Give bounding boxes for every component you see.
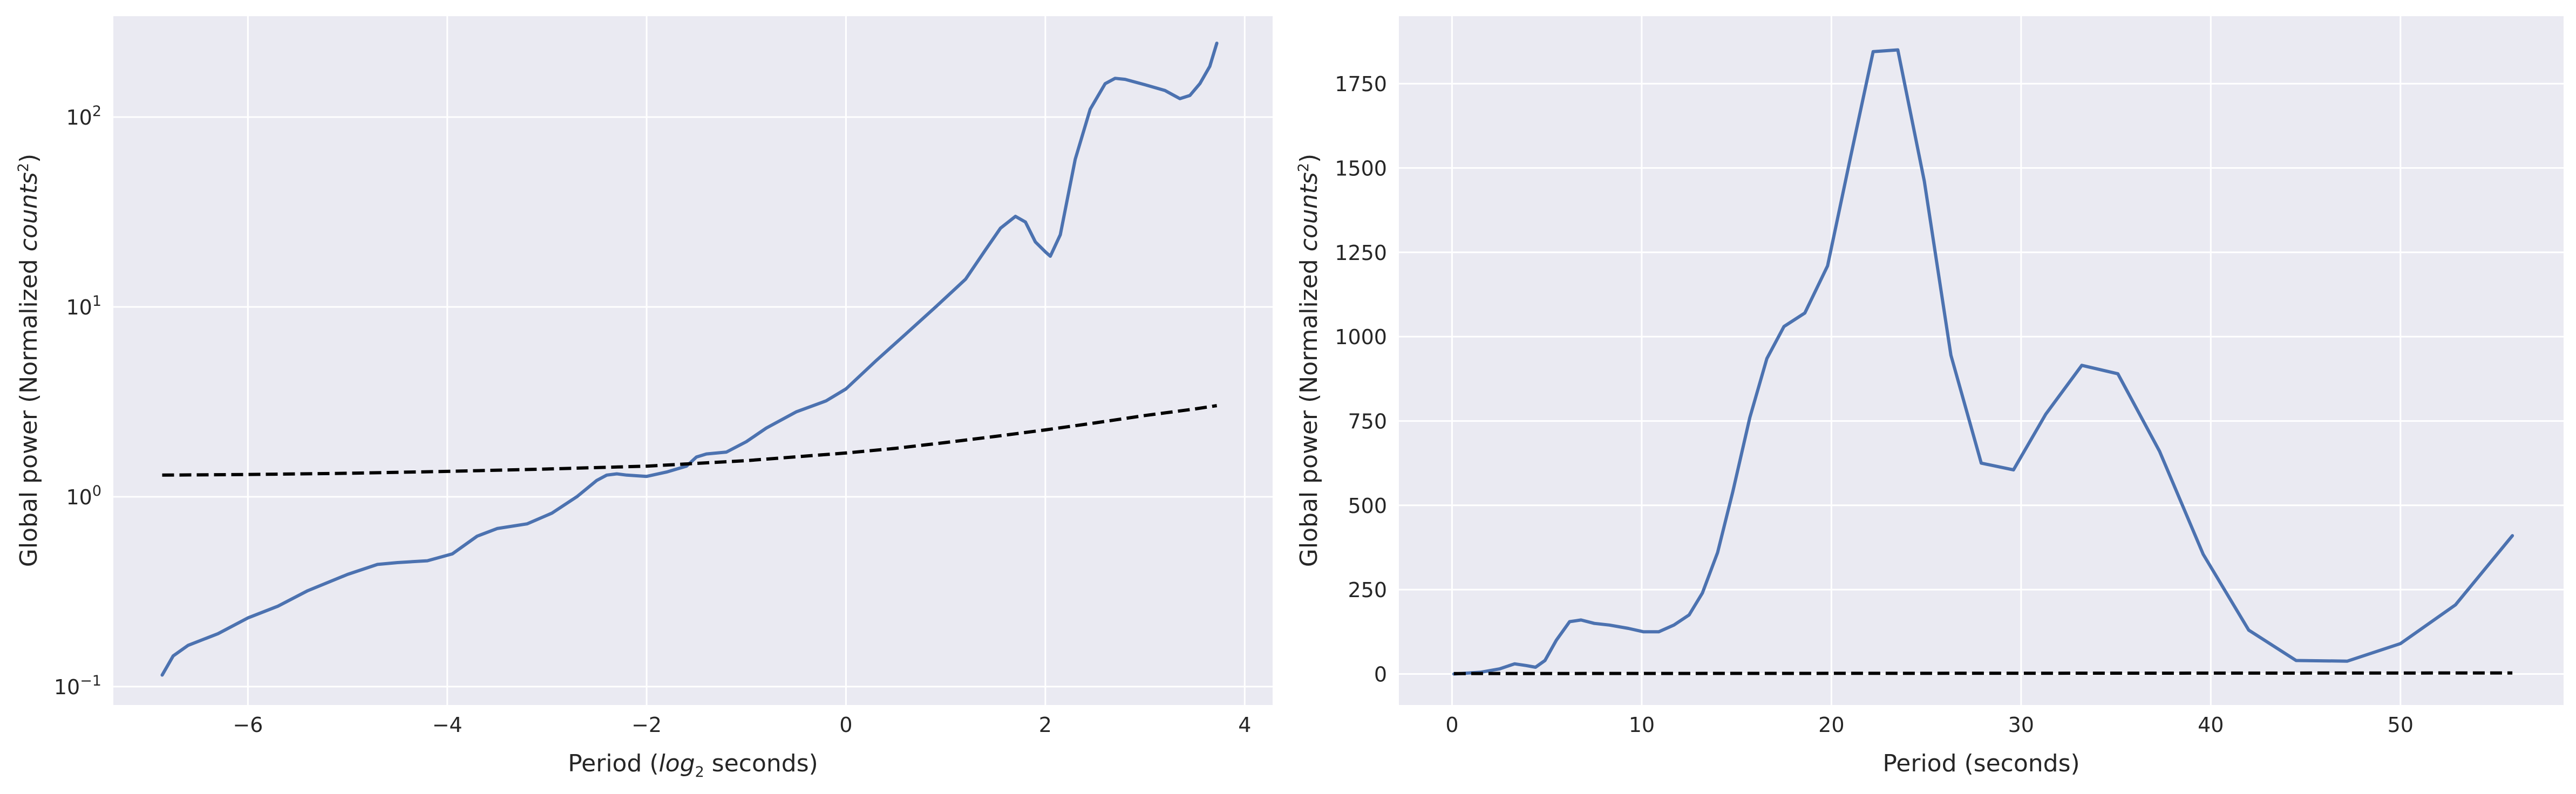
right-y-tick-label: 1250 xyxy=(1335,241,1387,265)
left-y-axis-label: Global power (Normalized counts2) xyxy=(15,154,43,567)
left-y-tick-labels: 10−1 100 101 102 xyxy=(54,103,101,699)
right-x-tick-label: 10 xyxy=(1629,713,1655,737)
right-x-tick-label: 50 xyxy=(2388,713,2414,737)
left-chart-panel: −6 −4 −2 0 2 4 10−1 100 101 102 Period (log2 sec… xyxy=(15,16,1273,781)
left-x-tick-label: −6 xyxy=(233,713,263,737)
left-y-tick-label: 102 xyxy=(66,103,101,129)
right-y-tick-label: 1000 xyxy=(1335,325,1387,349)
right-y-tick-label: 500 xyxy=(1348,494,1387,518)
left-x-axis-label: Period (log2 seconds) xyxy=(568,750,818,781)
left-series-group xyxy=(160,42,1219,677)
left-gridlines xyxy=(113,16,1273,705)
left-x-tick-label: −4 xyxy=(432,713,463,737)
left-x-tick-label: −2 xyxy=(631,713,662,737)
right-y-tick-label: 1500 xyxy=(1335,156,1387,180)
left-x-tick-labels: −6 −4 −2 0 2 4 xyxy=(233,713,1251,737)
right-x-tick-label: 0 xyxy=(1445,713,1458,737)
right-x-tick-label: 30 xyxy=(2008,713,2034,737)
right-x-axis-label: Period (seconds) xyxy=(1882,750,2079,777)
left-x-tick-label: 2 xyxy=(1039,713,1052,737)
right-y-tick-label: 1750 xyxy=(1335,72,1387,96)
left-x-tick-label: 0 xyxy=(839,713,852,737)
left-y-tick-label: 100 xyxy=(66,483,101,509)
right-plot-area xyxy=(1399,16,2564,705)
right-x-tick-labels: 0 10 20 30 40 50 xyxy=(1445,713,2414,737)
left-y-tick-label: 101 xyxy=(66,293,101,319)
right-y-axis-label: Global power (Normalized counts2) xyxy=(1295,154,1323,567)
left-x-tick-label: 4 xyxy=(1238,713,1251,737)
right-x-tick-label: 20 xyxy=(1818,713,1844,737)
right-y-tick-label: 750 xyxy=(1348,409,1387,433)
left-y-tick-label: 10−1 xyxy=(54,673,101,699)
right-series-dashed-line xyxy=(1453,671,2513,675)
left-series-power-line xyxy=(160,42,1219,677)
right-y-tick-labels: 0 250 500 750 1000 1250 1500 1750 xyxy=(1335,72,1387,686)
right-chart-panel: 0 10 20 30 40 50 0 250 500 750 1000 1250 1500 1750 P… xyxy=(1295,16,2564,777)
left-series-dashed-line xyxy=(162,404,1218,477)
right-y-tick-label: 0 xyxy=(1374,662,1387,686)
right-x-tick-label: 40 xyxy=(2198,713,2224,737)
right-series-power-line xyxy=(1452,48,2514,676)
right-y-tick-label: 250 xyxy=(1348,578,1387,602)
right-series-group xyxy=(1452,48,2514,676)
